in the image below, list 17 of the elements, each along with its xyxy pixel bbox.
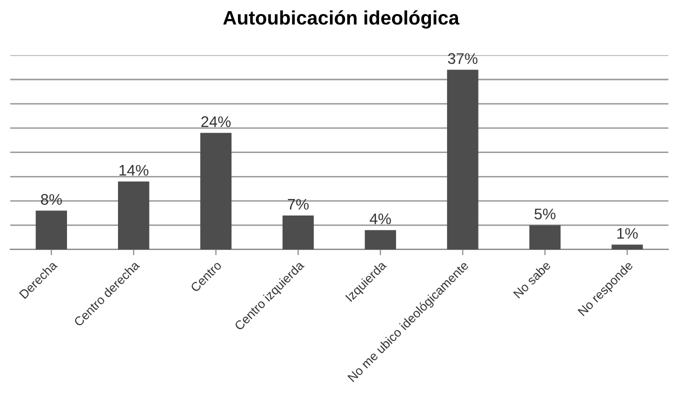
data-label: 14% (120, 164, 148, 176)
data-label: 7% (288, 198, 309, 210)
bar (282, 215, 314, 250)
data-label: 1% (617, 228, 638, 239)
bar (36, 210, 67, 250)
data-label: 37% (448, 53, 478, 64)
bar (447, 70, 478, 250)
bar (612, 244, 643, 250)
chart-title: Autoubicación ideológica (223, 10, 460, 29)
bar (200, 132, 232, 250)
bar (118, 181, 150, 250)
data-label: 8% (40, 194, 62, 205)
bar (364, 230, 396, 250)
data-label: 24% (201, 116, 231, 128)
data-label: 5% (534, 208, 556, 220)
bar (529, 225, 561, 250)
data-label: 4% (370, 214, 391, 224)
